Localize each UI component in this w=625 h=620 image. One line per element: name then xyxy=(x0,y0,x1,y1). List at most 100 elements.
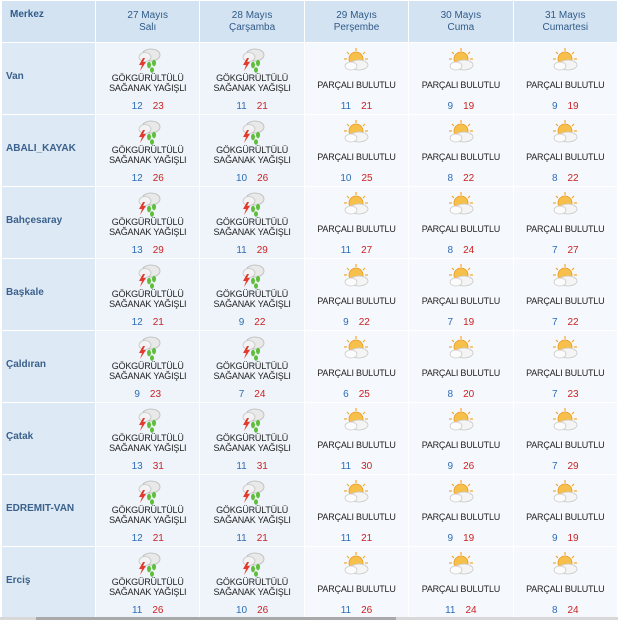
forecast-cell: PARÇALI BULUTLU 11 30 xyxy=(304,403,409,474)
city-cell: Erciş xyxy=(2,547,95,618)
temperature-range: 7 22 xyxy=(514,317,617,328)
day-weekday: Çarşamba xyxy=(229,21,276,33)
thunderstorm-rain-icon xyxy=(238,119,266,145)
temperature-range: 11 31 xyxy=(200,461,303,472)
min-temp: 11 xyxy=(236,245,247,256)
thunderstorm-rain-icon xyxy=(134,119,162,145)
condition-line: SAĞANAK YAĞIŞLI xyxy=(213,299,291,309)
condition-text: PARÇALI BULUTLU xyxy=(421,80,501,90)
day-weekday: Cumartesi xyxy=(542,21,589,33)
partly-cloudy-icon xyxy=(447,551,475,577)
min-temp: 10 xyxy=(235,605,248,616)
forecast-cell: PARÇALI BULUTLU 9 19 xyxy=(409,43,513,114)
temperature-range: 8 20 xyxy=(409,389,512,400)
day-header: 27 Mayıs Salı xyxy=(96,1,200,42)
condition-line: SAĞANAK YAĞIŞLI xyxy=(109,443,187,453)
forecast-cell: PARÇALI BULUTLU 11 21 xyxy=(304,43,409,114)
max-temp: 22 xyxy=(567,317,579,328)
forecast-cell: PARÇALI BULUTLU 8 24 xyxy=(513,547,617,618)
condition-text: PARÇALI BULUTLU xyxy=(421,584,501,594)
condition-text: PARÇALI BULUTLU xyxy=(317,224,396,234)
temperature-range: 10 26 xyxy=(200,173,303,184)
city-name[interactable]: Başkale xyxy=(6,287,44,298)
condition-line: SAĞANAK YAĞIŞLI xyxy=(109,587,187,597)
partly-cloudy-icon xyxy=(447,119,475,145)
max-temp: 24 xyxy=(465,605,477,616)
partly-cloudy-icon xyxy=(551,551,579,577)
thunderstorm-rain-icon xyxy=(238,551,266,577)
condition-line: GÖKGÜRÜLTÜLÜ xyxy=(216,217,289,227)
condition-text: PARÇALI BULUTLU xyxy=(526,368,605,378)
condition-line: SAĞANAK YAĞIŞLI xyxy=(109,515,187,525)
table-row: Çatak GÖKGÜRÜLTÜLÜ SAĞANAK YAĞIŞLI 13 31 GÖKG… xyxy=(2,403,617,474)
max-temp: 21 xyxy=(361,101,373,112)
condition-line: SAĞANAK YAĞIŞLI xyxy=(213,443,291,453)
min-temp: 7 xyxy=(551,317,558,328)
forecast-cell: PARÇALI BULUTLU 9 26 xyxy=(409,403,513,474)
city-cell: Başkale xyxy=(2,259,95,330)
condition-text: GÖKGÜRÜLTÜLÜ SAĞANAK YAĞIŞLI xyxy=(200,433,303,453)
forecast-cell: PARÇALI BULUTLU 11 24 xyxy=(409,547,513,618)
day-date: 29 Mayıs xyxy=(336,9,377,21)
forecast-cell: GÖKGÜRÜLTÜLÜ SAĞANAK YAĞIŞLI 11 29 xyxy=(200,187,304,258)
forecast-cell: GÖKGÜRÜLTÜLÜ SAĞANAK YAĞIŞLI 12 21 xyxy=(96,259,200,330)
day-header: 28 Mayıs Çarşamba xyxy=(200,1,304,42)
temperature-range: 6 25 xyxy=(305,389,408,400)
table-row: Erciş GÖKGÜRÜLTÜLÜ SAĞANAK YAĞIŞLI 11 26 GÖKG… xyxy=(2,547,617,618)
max-temp: 22 xyxy=(358,317,370,328)
forecast-cell: PARÇALI BULUTLU 9 19 xyxy=(409,475,513,546)
table-row: Van GÖKGÜRÜLTÜLÜ SAĞANAK YAĞIŞLI 12 23 GÖKGÜR… xyxy=(2,43,617,114)
table-row: Başkale GÖKGÜRÜLTÜLÜ SAĞANAK YAĞIŞLI 12 21 GÖ… xyxy=(2,259,617,330)
table-row: Çaldıran GÖKGÜRÜLTÜLÜ SAĞANAK YAĞIŞLI 9 23 GÖ… xyxy=(2,331,617,402)
city-name[interactable]: Çatak xyxy=(6,431,34,442)
city-name[interactable]: Van xyxy=(6,71,24,82)
condition-text: PARÇALI BULUTLU xyxy=(317,584,396,594)
temperature-range: 8 24 xyxy=(514,605,617,616)
max-temp: 23 xyxy=(567,389,579,400)
condition-line: GÖKGÜRÜLTÜLÜ xyxy=(111,577,184,587)
city-name[interactable]: ABALI_KAYAK xyxy=(6,143,76,154)
min-temp: 8 xyxy=(447,389,454,400)
min-temp: 11 xyxy=(340,101,352,112)
scrollbar-thumb[interactable] xyxy=(36,617,396,620)
condition-text: GÖKGÜRÜLTÜLÜ SAĞANAK YAĞIŞLI xyxy=(200,217,303,237)
min-temp: 7 xyxy=(551,245,558,256)
min-temp: 9 xyxy=(447,461,454,472)
partly-cloudy-icon xyxy=(551,335,579,361)
city-name[interactable]: EDREMIT-VAN xyxy=(6,503,75,514)
condition-line: SAĞANAK YAĞIŞLI xyxy=(213,155,291,165)
thunderstorm-rain-icon xyxy=(134,479,162,505)
city-name[interactable]: Bahçesaray xyxy=(6,215,63,226)
max-temp: 21 xyxy=(256,101,268,112)
condition-line: GÖKGÜRÜLTÜLÜ xyxy=(111,217,184,227)
temperature-range: 9 19 xyxy=(514,533,617,544)
min-temp: 9 xyxy=(551,533,558,544)
temperature-range: 11 21 xyxy=(305,533,408,544)
condition-line: GÖKGÜRÜLTÜLÜ xyxy=(216,433,289,443)
condition-text: GÖKGÜRÜLTÜLÜ SAĞANAK YAĞIŞLI xyxy=(96,73,199,93)
partly-cloudy-icon xyxy=(551,479,579,505)
min-temp: 11 xyxy=(445,605,456,616)
city-cell: EDREMIT-VAN xyxy=(2,475,95,546)
min-temp: 9 xyxy=(343,317,349,328)
min-temp: 8 xyxy=(551,173,558,184)
horizontal-scrollbar[interactable] xyxy=(0,617,618,620)
partly-cloudy-icon xyxy=(342,479,370,505)
forecast-cell: GÖKGÜRÜLTÜLÜ SAĞANAK YAĞIŞLI 11 21 xyxy=(200,43,304,114)
condition-text: PARÇALI BULUTLU xyxy=(421,224,501,234)
temperature-range: 11 24 xyxy=(409,605,512,616)
city-name[interactable]: Erciş xyxy=(6,575,31,586)
condition-text: GÖKGÜRÜLTÜLÜ SAĞANAK YAĞIŞLI xyxy=(200,289,303,309)
max-temp: 29 xyxy=(256,245,268,256)
day-date: 31 Mayıs xyxy=(544,9,586,21)
day-date: 30 Mayıs xyxy=(440,9,482,21)
condition-text: PARÇALI BULUTLU xyxy=(526,80,605,90)
max-temp: 23 xyxy=(149,389,162,400)
thunderstorm-rain-icon xyxy=(238,263,266,289)
temperature-range: 9 19 xyxy=(514,101,617,112)
max-temp: 23 xyxy=(152,101,164,112)
min-temp: 9 xyxy=(134,389,140,400)
city-cell: ABALI_KAYAK xyxy=(2,115,95,186)
city-name[interactable]: Çaldıran xyxy=(6,359,47,370)
